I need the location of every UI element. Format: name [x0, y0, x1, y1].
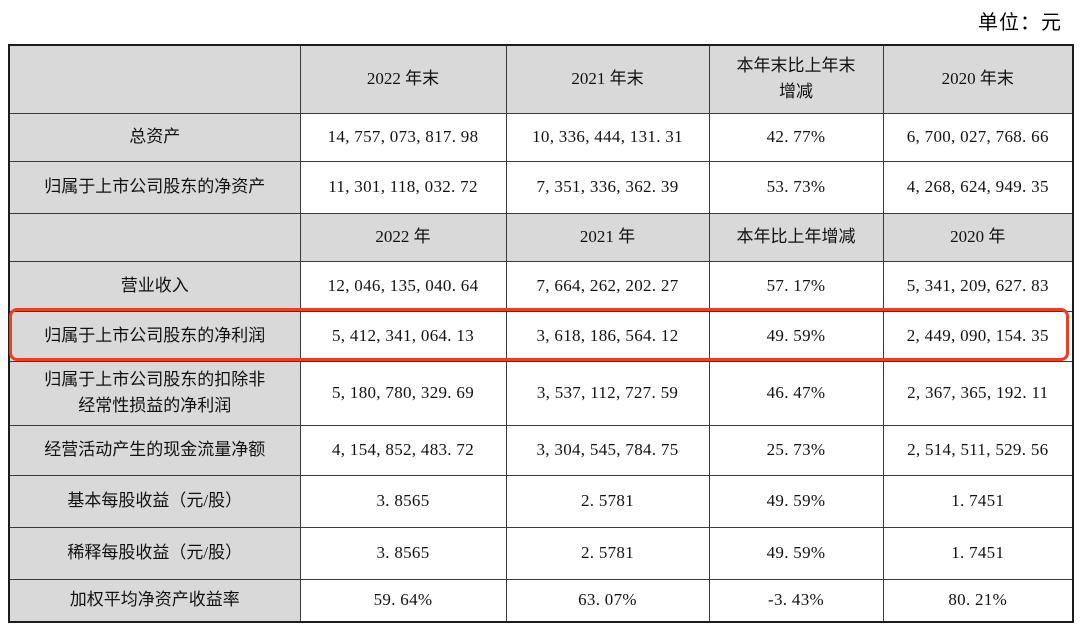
value-cell-2022: 3. 8565 — [299, 474, 507, 528]
unit-label: 单位：元 — [978, 12, 1062, 34]
value-cell-change: 49. 59% — [708, 526, 884, 580]
value-cell-2020: 1. 7451 — [882, 474, 1074, 528]
row-label: 总资产 — [8, 112, 301, 162]
row-label: 归属于上市公司股东的净资产 — [8, 160, 301, 214]
header-cell-2020: 2020 年 — [882, 212, 1074, 262]
header-row-balance: 2022 年末 2021 年末 本年末比上年末 增减 2020 年末 — [8, 44, 1074, 114]
value-cell-2021: 3, 304, 545, 784. 75 — [505, 424, 710, 476]
header-cell-yoy-change: 本年比上年增减 — [708, 212, 884, 262]
row-label: 归属于上市公司股东的净利润 — [8, 310, 301, 362]
value-cell-2020: 1. 7451 — [882, 526, 1074, 580]
value-cell-2020: 2, 367, 365, 192. 11 — [882, 360, 1074, 426]
header-cell-yoy-end-change: 本年末比上年末 增减 — [708, 44, 884, 114]
table-row-net-profit: 归属于上市公司股东的净利润 5, 412, 341, 064. 13 3, 61… — [8, 310, 1074, 362]
value-cell-2021: 2. 5781 — [505, 526, 710, 580]
value-cell-2022: 14, 757, 073, 817. 98 — [299, 112, 507, 162]
table-row-revenue: 营业收入 12, 046, 135, 040. 64 7, 664, 262, … — [8, 260, 1074, 312]
value-cell-2022: 4, 154, 852, 483. 72 — [299, 424, 507, 476]
value-cell-2020: 4, 268, 624, 949. 35 — [882, 160, 1074, 214]
row-label: 基本每股收益（元/股） — [8, 474, 301, 528]
table-row-operating-cash-flow: 经营活动产生的现金流量净额 4, 154, 852, 483. 72 3, 30… — [8, 424, 1074, 476]
value-cell-2022: 5, 412, 341, 064. 13 — [299, 310, 507, 362]
table-row-net-profit-excl-nonrecurring: 归属于上市公司股东的扣除非 经常性损益的净利润 5, 180, 780, 329… — [8, 360, 1074, 426]
row-label: 稀释每股收益（元/股） — [8, 526, 301, 580]
header-cell-2020-end: 2020 年末 — [882, 44, 1074, 114]
value-cell-2021: 3, 537, 112, 727. 59 — [505, 360, 710, 426]
header-cell-empty — [8, 44, 301, 114]
value-cell-2020: 2, 514, 511, 529. 56 — [882, 424, 1074, 476]
value-cell-change: -3. 43% — [708, 578, 884, 623]
table-row-net-assets: 归属于上市公司股东的净资产 11, 301, 118, 032. 72 7, 3… — [8, 160, 1074, 214]
header-cell-empty — [8, 212, 301, 262]
table-row-weighted-avg-roe: 加权平均净资产收益率 59. 64% 63. 07% -3. 43% 80. 2… — [8, 578, 1074, 623]
value-cell-2021: 7, 664, 262, 202. 27 — [505, 260, 710, 312]
value-cell-2022: 12, 046, 135, 040. 64 — [299, 260, 507, 312]
value-cell-2022: 3. 8565 — [299, 526, 507, 580]
header-cell-2022: 2022 年 — [299, 212, 507, 262]
value-cell-2020: 80. 21% — [882, 578, 1074, 623]
header-cell-2021: 2021 年 — [505, 212, 710, 262]
row-label: 营业收入 — [8, 260, 301, 312]
header-cell-2022-end: 2022 年末 — [299, 44, 507, 114]
value-cell-change: 49. 59% — [708, 474, 884, 528]
value-cell-2021: 3, 618, 186, 564. 12 — [505, 310, 710, 362]
value-cell-2021: 10, 336, 444, 131. 31 — [505, 112, 710, 162]
financial-summary-table: 2022 年末 2021 年末 本年末比上年末 增减 2020 年末 总资产 1… — [8, 44, 1074, 623]
row-label: 经营活动产生的现金流量净额 — [8, 424, 301, 476]
value-cell-change: 42. 77% — [708, 112, 884, 162]
value-cell-2021: 2. 5781 — [505, 474, 710, 528]
value-cell-2022: 5, 180, 780, 329. 69 — [299, 360, 507, 426]
value-cell-2021: 7, 351, 336, 362. 39 — [505, 160, 710, 214]
value-cell-change: 53. 73% — [708, 160, 884, 214]
value-cell-change: 25. 73% — [708, 424, 884, 476]
value-cell-change: 46. 47% — [708, 360, 884, 426]
table-row-total-assets: 总资产 14, 757, 073, 817. 98 10, 336, 444, … — [8, 112, 1074, 162]
value-cell-2020: 2, 449, 090, 154. 35 — [882, 310, 1074, 362]
header-cell-2021-end: 2021 年末 — [505, 44, 710, 114]
value-cell-2020: 6, 700, 027, 768. 66 — [882, 112, 1074, 162]
value-cell-2022: 59. 64% — [299, 578, 507, 623]
row-label: 加权平均净资产收益率 — [8, 578, 301, 623]
header-row-income: 2022 年 2021 年 本年比上年增减 2020 年 — [8, 212, 1074, 262]
value-cell-change: 57. 17% — [708, 260, 884, 312]
row-label: 归属于上市公司股东的扣除非 经常性损益的净利润 — [8, 360, 301, 426]
table-row-diluted-eps: 稀释每股收益（元/股） 3. 8565 2. 5781 49. 59% 1. 7… — [8, 526, 1074, 580]
value-cell-2021: 63. 07% — [505, 578, 710, 623]
value-cell-2022: 11, 301, 118, 032. 72 — [299, 160, 507, 214]
value-cell-change: 49. 59% — [708, 310, 884, 362]
table-row-basic-eps: 基本每股收益（元/股） 3. 8565 2. 5781 49. 59% 1. 7… — [8, 474, 1074, 528]
value-cell-2020: 5, 341, 209, 627. 83 — [882, 260, 1074, 312]
